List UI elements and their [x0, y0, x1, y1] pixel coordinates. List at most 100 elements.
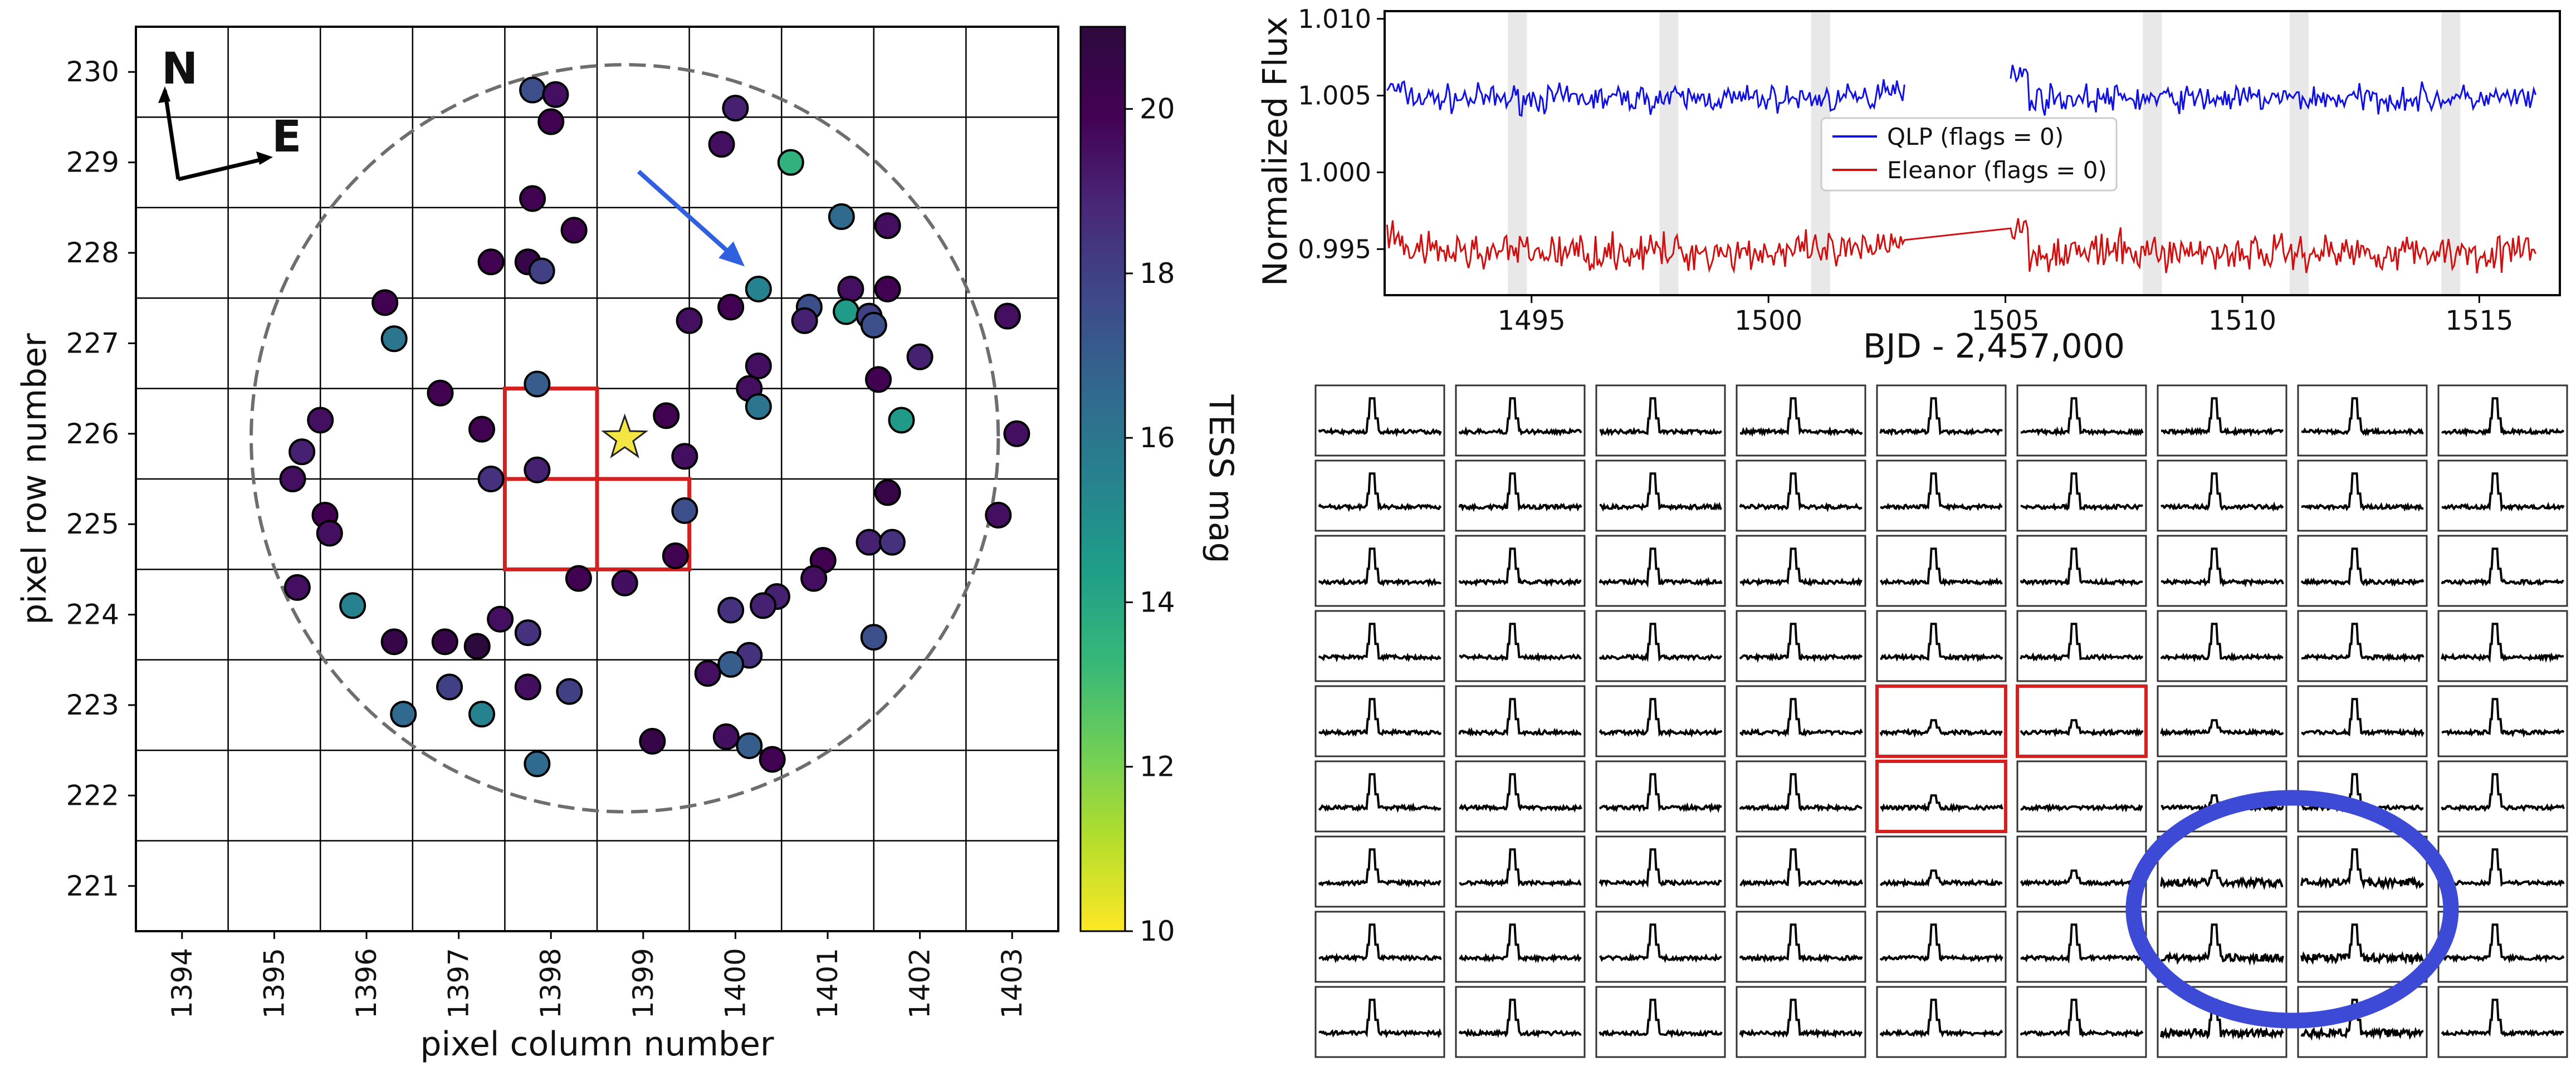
- pixel-x-axis: 1394 1395 1396 1397 1398 1399 1400 1401 1402 1403: [166, 931, 1028, 1019]
- pixel-cell: [1876, 835, 2007, 908]
- compass-north-label: N: [162, 44, 198, 94]
- pixel-cell: [1736, 835, 1866, 908]
- pixel-light-curve: [1880, 623, 2003, 663]
- lc-x-tick-label: 1515: [2445, 305, 2513, 336]
- arrow-head: [718, 241, 745, 267]
- pixel-light-curve: [1318, 923, 1442, 963]
- nearby-star: [777, 149, 804, 176]
- pixel-light-curve: [1739, 397, 1863, 437]
- pixel-cell: [1875, 760, 2007, 833]
- nearby-star: [339, 592, 366, 619]
- pixel-light-curve: [1458, 472, 1582, 512]
- colorbar-tick-label: 10: [1140, 915, 1175, 947]
- pixel-light-curve: [1458, 698, 1582, 737]
- light-curve-frame: [1384, 10, 2561, 296]
- pixel-light-curve: [2160, 623, 2284, 663]
- pixel-light-curve: [1458, 999, 1582, 1038]
- nearby-star: [289, 438, 316, 466]
- nearby-star: [653, 402, 680, 429]
- pixel-y-axis-label: pixel row number: [15, 333, 54, 625]
- nearby-star: [717, 596, 745, 624]
- pixel-light-curve: [1739, 923, 1863, 963]
- nearby-star: [514, 673, 541, 701]
- nearby-star: [708, 131, 735, 158]
- pixel-cell: [1314, 986, 1445, 1058]
- pixel-x-tick-label: 1394: [166, 948, 198, 1019]
- nearby-star: [427, 379, 454, 407]
- pixel-light-curve: [2160, 719, 2284, 737]
- nearby-star: [694, 660, 721, 687]
- pixel-light-curve: [2160, 397, 2284, 437]
- nearby-star: [717, 294, 745, 321]
- pixel-cell: [2016, 459, 2147, 532]
- pixel-cell: [2437, 535, 2568, 607]
- nearby-star: [390, 701, 417, 728]
- pixel-light-curve: [2020, 803, 2143, 813]
- pixel-light-curve: [2441, 773, 2565, 813]
- light-curve-plot: 1495 1500 1505 1510 1515 0.995 1.000 1.005 1.01…: [1256, 4, 2561, 366]
- nearby-star: [560, 217, 588, 244]
- pixel-light-curve: [2020, 719, 2144, 737]
- nearby-star: [906, 343, 933, 370]
- pixel-light-curve: [2160, 547, 2284, 588]
- nearby-star: [994, 302, 1021, 330]
- light-curve-y-axis-label: Normalized Flux: [1256, 17, 1295, 286]
- nearby-star: [468, 415, 495, 443]
- pixel-cell: [2157, 610, 2287, 682]
- pixel-cell: [2016, 835, 2147, 908]
- pixel-cell: [1876, 986, 2007, 1058]
- nearby-star: [828, 203, 855, 231]
- nearby-star: [431, 628, 458, 656]
- pixel-light-curve: [1599, 698, 1723, 738]
- pixel-cell: [2437, 911, 2568, 983]
- pixel-cell: [1736, 986, 1866, 1058]
- pixel-cell: [1736, 459, 1866, 532]
- nearby-star: [477, 248, 505, 276]
- gap-bands: [1508, 11, 2461, 295]
- pixel-light-curve: [2441, 623, 2564, 663]
- pixel-cell: [1736, 760, 1866, 833]
- lc-y-tick-label: 1.000: [1298, 157, 1371, 187]
- pixel-cell: [2016, 911, 2147, 983]
- pixel-light-curve: [1318, 999, 1442, 1039]
- nearby-star: [283, 574, 311, 601]
- pixel-y-tick-label: 226: [66, 418, 119, 450]
- nearby-star: [759, 746, 786, 773]
- pixel-light-curve: [2300, 547, 2425, 587]
- pixel-cell: [1455, 760, 1586, 833]
- pixel-light-curve: [2301, 472, 2424, 512]
- pixel-cell: [2437, 986, 2568, 1058]
- nearby-star: [528, 257, 555, 285]
- pixel-cell: [2297, 384, 2428, 457]
- light-curve-y-axis: 0.995 1.000 1.005 1.010: [1298, 4, 1385, 264]
- pixel-light-curve: [2160, 869, 2284, 891]
- nearby-star: [487, 605, 514, 633]
- nearby-star: [888, 407, 915, 434]
- pixel-light-curve: [1739, 472, 1863, 513]
- legend-eleanor-label: Eleanor (flags = 0): [1887, 156, 2107, 184]
- pixel-light-curve: [1739, 547, 1863, 587]
- pixel-cell: [2157, 459, 2287, 532]
- pixel-y-tick-label: 227: [66, 327, 119, 359]
- lc-y-tick-label: 1.005: [1298, 81, 1371, 111]
- pixel-light-curve-grid: [1314, 384, 2568, 1058]
- pixel-cell: [1736, 535, 1866, 607]
- pixel-light-curve: [1880, 794, 2003, 813]
- pixel-cell: [1875, 684, 2007, 758]
- pixel-light-curve: [1599, 923, 1722, 963]
- pixel-cell: [1736, 685, 1866, 757]
- pixel-cell: [1455, 911, 1586, 983]
- nearby-star: [372, 289, 399, 316]
- eleanor-light-curve: [1386, 218, 2536, 274]
- legend-box: [1820, 117, 2118, 192]
- compass-east-arrow: [178, 156, 268, 182]
- pixel-cell: [2297, 610, 2428, 682]
- pixel-cell: [1314, 459, 1445, 532]
- pixel-cell: [2297, 459, 2428, 532]
- pixel-x-axis-label: pixel column number: [420, 1025, 774, 1064]
- pixel-cell: [1595, 986, 1726, 1058]
- pixel-cell: [2157, 911, 2287, 983]
- pixel-light-curve: [1880, 472, 2002, 512]
- nearby-star: [671, 497, 698, 524]
- pixel-y-tick-label: 224: [66, 599, 119, 631]
